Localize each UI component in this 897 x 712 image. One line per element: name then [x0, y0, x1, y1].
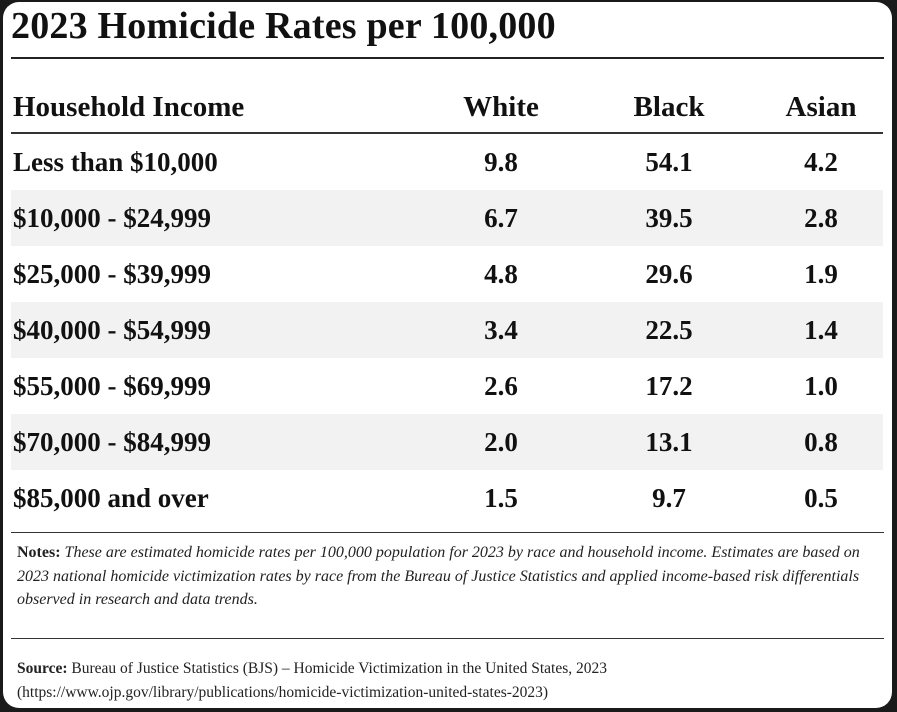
header-household-income: Household Income [11, 82, 423, 134]
white-rate-cell: 2.6 [484, 370, 518, 401]
table-row: $25,000 - $39,999 4.8 29.6 1.9 [11, 246, 883, 302]
source-text: Bureau of Justice Statistics (BJS) – Hom… [71, 660, 608, 677]
source-line: Source: Bureau of Justice Statistics (BJ… [17, 657, 877, 681]
infographic-card: 2023 Homicide Rates per 100,000 Househol… [3, 2, 892, 708]
notes-block: Notes: These are estimated homicide rate… [17, 541, 877, 612]
income-cell: $85,000 and over [13, 482, 209, 513]
income-cell: Less than $10,000 [13, 146, 218, 177]
table-header: Household Income White Black Asian [11, 82, 883, 134]
title-divider [11, 57, 884, 59]
homicide-rates-table: Household Income White Black Asian Less … [11, 82, 883, 526]
white-rate-cell: 1.5 [484, 482, 518, 513]
income-cell: $55,000 - $69,999 [13, 370, 211, 401]
source-url: (https://www.ojp.gov/library/publication… [17, 684, 549, 701]
asian-rate-cell: 1.9 [804, 258, 838, 289]
black-rate-cell: 22.5 [579, 302, 759, 358]
header-row: Household Income White Black Asian [11, 82, 883, 134]
white-rate-cell: 6.7 [423, 190, 579, 246]
asian-rate-cell: 1.0 [804, 370, 838, 401]
header-asian: Asian [759, 82, 883, 134]
asian-rate-cell: 0.5 [804, 482, 838, 513]
income-cell: $70,000 - $84,999 [11, 414, 423, 470]
source-block: Source: Bureau of Justice Statistics (BJ… [17, 657, 877, 705]
white-rate-cell: 4.8 [484, 258, 518, 289]
asian-rate-cell: 4.2 [804, 146, 838, 177]
notes-label: Notes: [17, 544, 61, 561]
table-row: $40,000 - $54,999 3.4 22.5 1.4 [11, 302, 883, 358]
white-rate-cell: 2.0 [423, 414, 579, 470]
asian-rate-cell: 0.8 [759, 414, 883, 470]
header-black: Black [579, 82, 759, 134]
black-rate-cell: 29.6 [645, 258, 693, 289]
black-rate-cell: 54.1 [645, 146, 693, 177]
table-row: $10,000 - $24,999 6.7 39.5 2.8 [11, 190, 883, 246]
black-rate-cell: 9.7 [652, 482, 686, 513]
black-rate-cell: 17.2 [645, 370, 693, 401]
source-label: Source: [17, 660, 68, 677]
source-divider [11, 638, 884, 639]
black-rate-cell: 39.5 [579, 190, 759, 246]
black-rate-cell: 13.1 [579, 414, 759, 470]
header-white: White [423, 82, 579, 134]
page-title: 2023 Homicide Rates per 100,000 [11, 5, 556, 47]
table-body: Less than $10,000 9.8 54.1 4.2 $10,000 -… [11, 133, 883, 526]
white-rate-cell: 9.8 [484, 146, 518, 177]
income-cell: $25,000 - $39,999 [13, 258, 211, 289]
table-row: $55,000 - $69,999 2.6 17.2 1.0 [11, 358, 883, 414]
white-rate-cell: 3.4 [423, 302, 579, 358]
table-row: $85,000 and over 1.5 9.7 0.5 [11, 470, 883, 526]
notes-text: These are estimated homicide rates per 1… [17, 544, 860, 608]
income-cell: $40,000 - $54,999 [11, 302, 423, 358]
asian-rate-cell: 2.8 [759, 190, 883, 246]
table-row: Less than $10,000 9.8 54.1 4.2 [11, 133, 883, 190]
notes-divider [11, 532, 884, 533]
asian-rate-cell: 1.4 [759, 302, 883, 358]
table-row: $70,000 - $84,999 2.0 13.1 0.8 [11, 414, 883, 470]
income-cell: $10,000 - $24,999 [11, 190, 423, 246]
